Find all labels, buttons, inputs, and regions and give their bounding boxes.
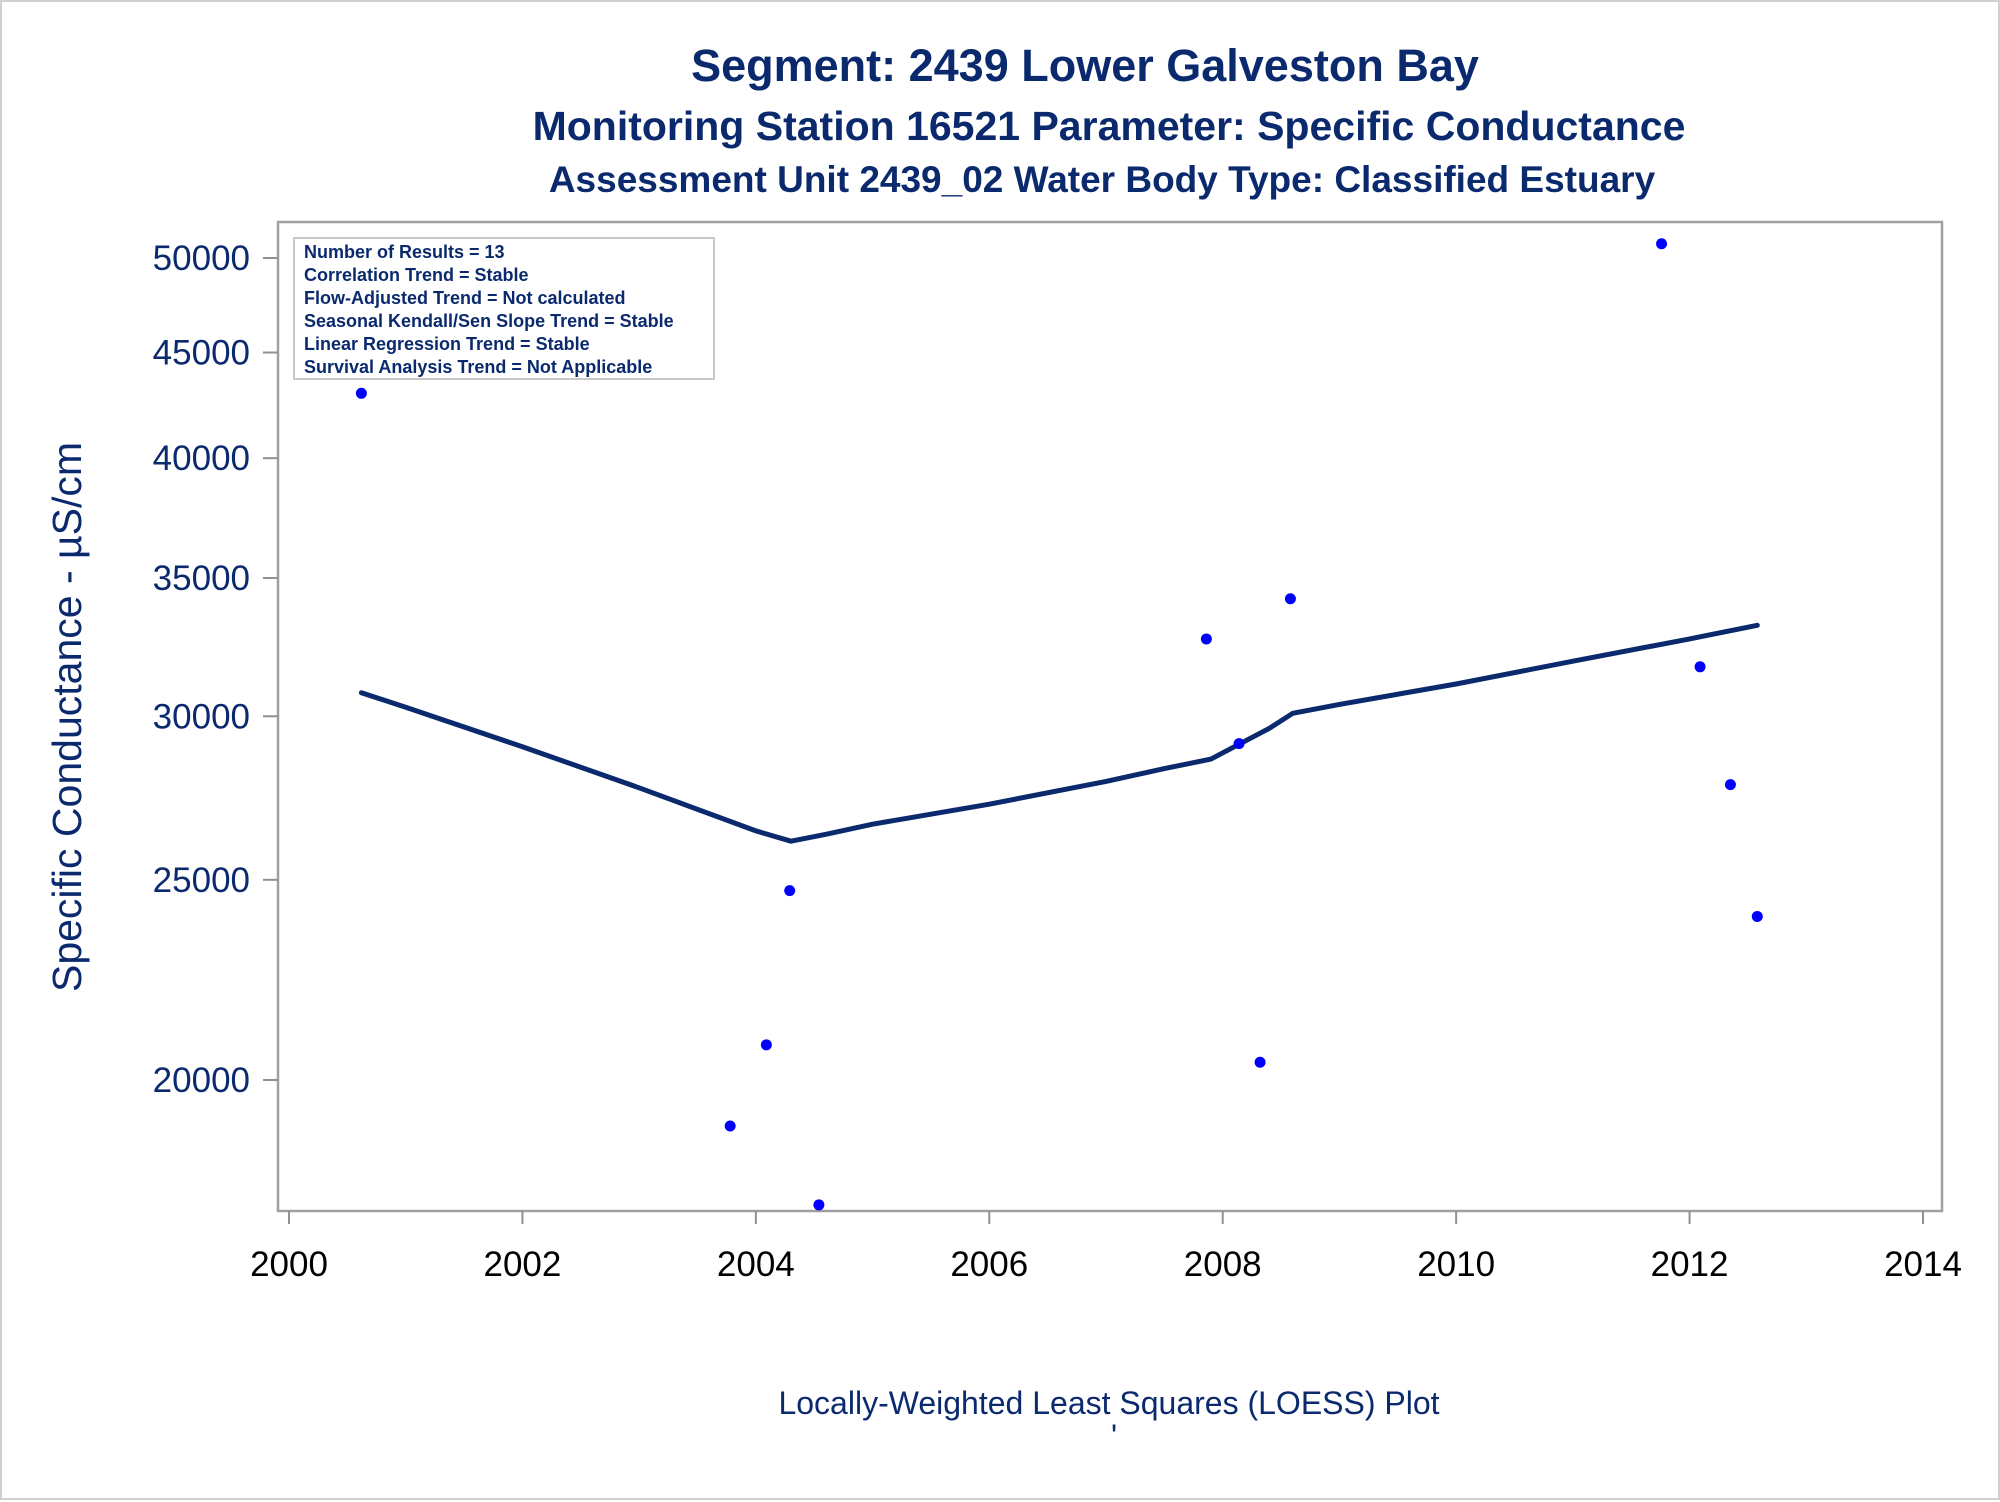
data-point (355, 387, 367, 399)
y-tick-label: 25000 (153, 861, 250, 900)
data-point (813, 1199, 825, 1211)
data-point (724, 1120, 736, 1132)
stats-inset-line: Number of Results = 13 (304, 242, 505, 262)
stats-inset-line: Survival Analysis Trend = Not Applicable (304, 357, 652, 377)
x-tick-label: 2000 (250, 1245, 328, 1284)
x-axis: 2000 2002 2004 2006 2008 2010 2012 2014 (250, 1211, 1962, 1284)
stats-inset-line: Correlation Trend = Stable (304, 265, 529, 285)
x-tick-label: 2008 (1184, 1245, 1262, 1284)
loess-line (358, 622, 1760, 844)
chart-subtitle-2: Assessment Unit 2439_02 Water Body Type:… (549, 159, 1656, 200)
points-layer (355, 238, 1763, 1211)
data-point (1694, 661, 1706, 673)
x-tick-label: 2014 (1884, 1245, 1962, 1284)
stats-inset-box: Number of Results = 13 Correlation Trend … (293, 237, 715, 380)
x-tick-label: 2004 (717, 1245, 795, 1284)
loess-layer (358, 622, 1760, 844)
y-tick-label: 35000 (153, 559, 250, 598)
y-tick-label: 50000 (153, 239, 250, 278)
stats-inset-frame (293, 237, 715, 380)
data-point (1284, 593, 1296, 605)
data-point (784, 885, 796, 897)
stats-inset-line: Seasonal Kendall/Sen Slope Trend = Stabl… (304, 311, 674, 331)
stats-inset-lines: Number of Results = 13 Correlation Trend … (304, 242, 674, 377)
stats-inset-line: Linear Regression Trend = Stable (304, 334, 590, 354)
y-tick-label: 45000 (153, 334, 250, 373)
y-axis: 20000 25000 30000 35000 40000 45000 50000 (153, 239, 278, 1100)
x-tick-label: 2006 (950, 1245, 1028, 1284)
x-tick-label: 2002 (483, 1245, 561, 1284)
x-tick-label: 2012 (1651, 1245, 1729, 1284)
y-tick-label: 30000 (153, 697, 250, 736)
chart-subtitle: Monitoring Station 16521 Parameter: Spec… (533, 103, 1686, 149)
data-point (760, 1039, 772, 1051)
chart-footnote-mark: ' (1111, 1418, 1117, 1454)
data-point (1751, 910, 1763, 922)
chart-footnote: Locally-Weighted Least Squares (LOESS) P… (778, 1385, 1439, 1421)
data-point (1724, 779, 1736, 791)
x-tick-label: 2010 (1417, 1245, 1495, 1284)
data-point (1233, 738, 1245, 750)
chart-title: Segment: 2439 Lower Galveston Bay (691, 40, 1479, 91)
y-tick-label: 40000 (153, 439, 250, 478)
y-tick-label: 20000 (153, 1061, 250, 1100)
data-point (1200, 633, 1212, 645)
stats-inset-line: Flow-Adjusted Trend = Not calculated (304, 288, 626, 308)
y-axis-label: Specific Conductance - µS/cm (44, 442, 90, 992)
data-point (1656, 238, 1668, 250)
data-point (1254, 1056, 1266, 1068)
